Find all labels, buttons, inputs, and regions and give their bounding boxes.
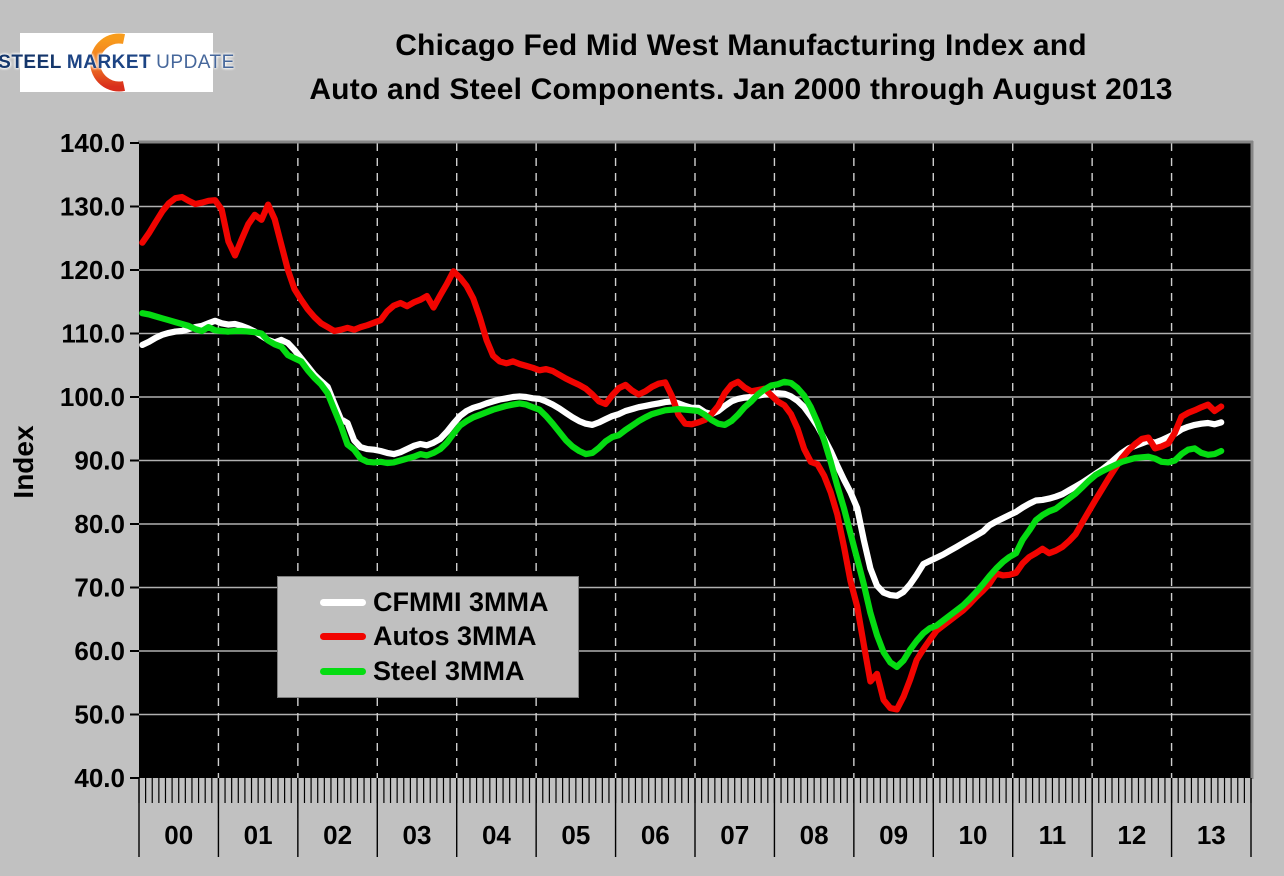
series-line-autos [139, 193, 1225, 713]
legend-box: CFMMI 3MMA Autos 3MMA Steel 3MMA [277, 576, 579, 698]
year-label: 10 [959, 820, 988, 850]
year-label: 11 [1039, 820, 1067, 850]
y-tick-label: 80.0 [74, 509, 125, 539]
year-label: 01 [244, 820, 273, 850]
year-label: 08 [800, 820, 829, 850]
legend-item-cfmmi: CFMMI 3MMA [320, 586, 578, 617]
chart-title: Chicago Fed Mid West Manufacturing Index… [199, 24, 1283, 112]
y-tick-label: 140.0 [60, 128, 125, 158]
logo-crescent-icon [90, 33, 126, 92]
legend-swatch-autos [320, 633, 366, 641]
steel-market-update-logo: STEEL MARKET UPDATE [0, 33, 234, 92]
y-tick-label: 120.0 [60, 255, 125, 285]
year-label: 04 [482, 820, 511, 850]
y-tick-label: 60.0 [74, 636, 125, 666]
legend-label-steel: Steel 3MMA [373, 656, 525, 687]
chart-title-line2: Auto and Steel Components. Jan 2000 thro… [309, 73, 1173, 106]
y-tick-label: 40.0 [74, 763, 125, 793]
year-label: 05 [561, 820, 590, 850]
legend-item-steel: Steel 3MMA [320, 658, 578, 685]
legend-swatch-steel [320, 668, 366, 676]
year-label: 12 [1117, 820, 1146, 850]
legend-label-autos: Autos 3MMA [373, 621, 537, 652]
year-label: 06 [641, 820, 670, 850]
legend-label-cfmmi: CFMMI 3MMA [373, 586, 549, 617]
year-label: 09 [879, 820, 908, 850]
y-tick-label: 90.0 [74, 446, 125, 476]
y-tick-label: 100.0 [60, 382, 125, 412]
legend-item-autos: Autos 3MMA [320, 623, 578, 650]
y-tick-label: 110.0 [61, 319, 125, 349]
year-label: 02 [323, 820, 352, 850]
logo-word-market: MARKET [66, 51, 152, 73]
logo-text: STEEL MARKET UPDATE [0, 33, 234, 92]
chart-title-line1: Chicago Fed Mid West Manufacturing Index… [395, 29, 1087, 62]
logo-word-update: UPDATE [156, 51, 235, 73]
year-label: 13 [1197, 820, 1226, 850]
y-tick-label: 50.0 [74, 700, 125, 730]
legend-swatch-cfmmi [320, 598, 366, 606]
year-label: 07 [720, 820, 749, 850]
year-label: 03 [403, 820, 432, 850]
y-axis-title: Index [8, 425, 39, 499]
y-tick-label: 70.0 [74, 573, 125, 603]
logo-word-steel: STEEL [0, 51, 62, 73]
series-line-steel [139, 310, 1225, 670]
year-label: 00 [164, 820, 193, 850]
y-tick-label: 130.0 [60, 192, 125, 222]
